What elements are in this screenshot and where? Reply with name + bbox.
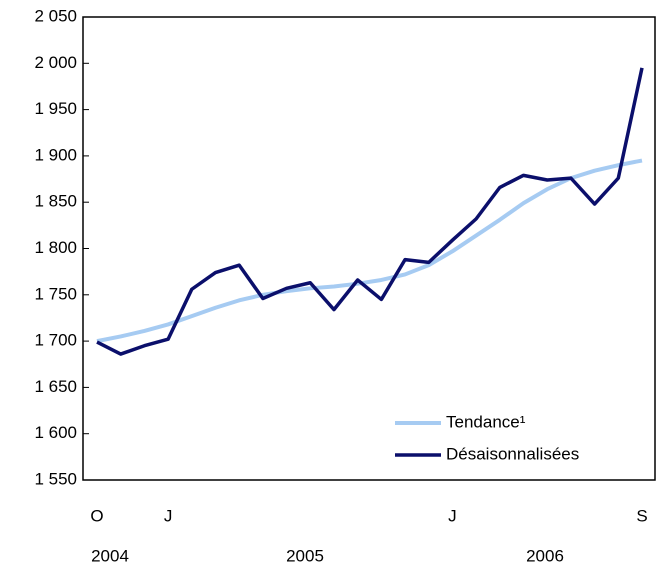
- plot-frame: [82, 16, 656, 481]
- y-tick-label: 2 050: [34, 6, 77, 25]
- y-tick-label: 1 800: [34, 238, 77, 257]
- x-tick-label: J: [448, 506, 457, 525]
- y-tick-label: 1 950: [34, 99, 77, 118]
- year-label: 2005: [286, 546, 324, 565]
- y-tick-label: 2 000: [34, 53, 77, 72]
- series-line: [96, 158, 643, 344]
- x-tick-label: O: [90, 506, 103, 525]
- y-tick-label: 1 650: [34, 377, 77, 396]
- y-tick-label: 1 550: [34, 469, 77, 488]
- year-label: 2006: [526, 546, 564, 565]
- y-tick-label: 1 850: [34, 192, 77, 211]
- x-tick-label: S: [636, 506, 647, 525]
- legend-label: Désaisonnalisées: [446, 444, 579, 463]
- y-tick-label: 1 900: [34, 145, 77, 164]
- series-line: [96, 67, 644, 356]
- y-tick-label: 1 600: [34, 423, 77, 442]
- legend-label: Tendance¹: [446, 412, 526, 431]
- y-tick-label: 1 700: [34, 331, 77, 350]
- x-tick-label: J: [164, 506, 173, 525]
- year-label: 2004: [91, 546, 129, 565]
- y-tick-label: 1 750: [34, 284, 77, 303]
